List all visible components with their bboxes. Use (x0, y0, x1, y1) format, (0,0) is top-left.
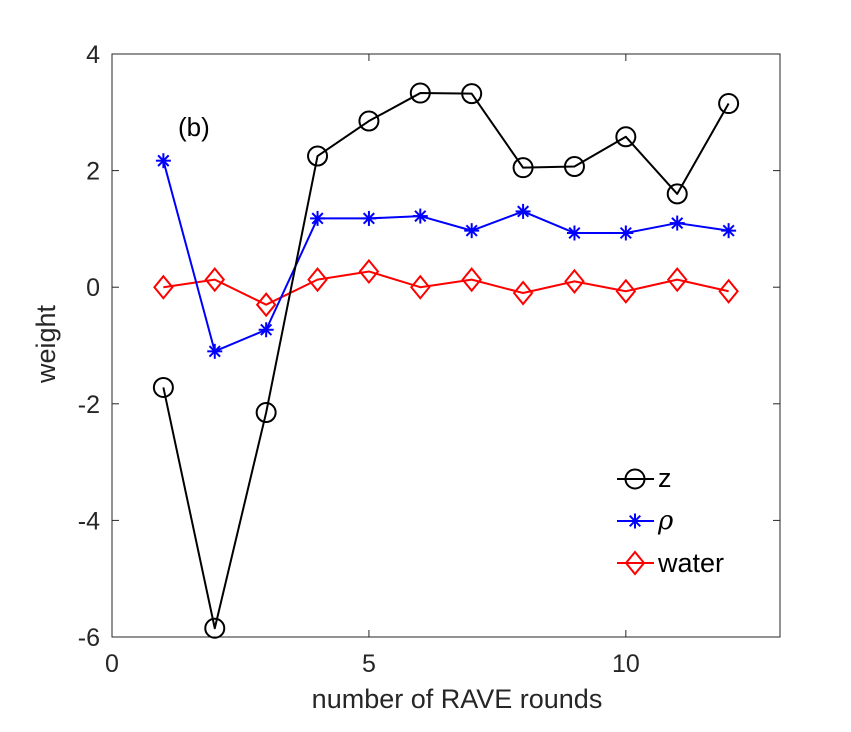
legend-label-water: water (657, 548, 724, 578)
data-point (615, 126, 637, 148)
x-tick-labels: 0 5 10 (105, 650, 640, 678)
data-point (409, 82, 431, 104)
legend-label-rho: ρ (657, 506, 674, 536)
y-tick-label: 4 (86, 41, 100, 69)
data-point (718, 278, 739, 304)
x-tick-label: 10 (612, 650, 640, 678)
legend-marker (624, 550, 646, 576)
data-point (412, 208, 428, 224)
data-point (410, 274, 431, 300)
data-point (512, 280, 534, 306)
axis-ticks (111, 53, 780, 638)
legend: z ρ water (617, 463, 724, 578)
data-point (204, 267, 226, 293)
legend-marker (627, 513, 643, 529)
legend-label-z: z (658, 463, 672, 493)
data-point (155, 153, 171, 169)
data-point (512, 157, 534, 179)
data-point (718, 93, 740, 115)
data-point (461, 83, 483, 105)
data-point (310, 210, 326, 226)
data-point (358, 110, 380, 132)
series-asterisk (155, 153, 737, 359)
data-point (307, 267, 328, 293)
series-diamond (153, 258, 739, 318)
data-point (153, 274, 174, 300)
data-point (721, 223, 737, 239)
data-point (307, 145, 329, 167)
series-layer (152, 82, 740, 639)
data-point (207, 343, 223, 359)
annotation-label: (b) (178, 112, 210, 142)
data-point (461, 267, 482, 293)
data-point (563, 156, 585, 178)
legend-marker (624, 468, 646, 490)
data-point (152, 376, 174, 398)
data-point (564, 268, 585, 294)
data-point (361, 210, 377, 226)
y-tick-label: -4 (78, 507, 100, 535)
data-point (464, 223, 480, 239)
y-tick-label: 0 (86, 274, 100, 302)
data-point (204, 617, 226, 639)
data-point (255, 292, 277, 318)
x-axis-title: number of RAVE rounds (312, 684, 603, 714)
y-axis-title: weight (31, 304, 61, 384)
x-tick-label: 5 (362, 650, 376, 678)
data-point (255, 402, 277, 424)
y-tick-labels: -6 -4 -2 0 2 4 (78, 41, 100, 652)
y-tick-label: -2 (78, 391, 100, 419)
data-point (258, 322, 274, 338)
data-point (666, 267, 688, 293)
data-point (615, 278, 637, 304)
y-tick-label: -6 (78, 624, 100, 652)
y-tick-label: 2 (86, 158, 100, 186)
data-point (669, 215, 685, 231)
plot-area (111, 53, 781, 638)
data-point (618, 225, 634, 241)
data-point (515, 203, 531, 219)
x-tick-label: 0 (105, 650, 119, 678)
series-circle (152, 82, 740, 639)
series-line (162, 160, 729, 353)
data-point (566, 225, 582, 241)
series-line (162, 92, 730, 630)
data-point (666, 183, 688, 205)
data-point (358, 258, 380, 285)
